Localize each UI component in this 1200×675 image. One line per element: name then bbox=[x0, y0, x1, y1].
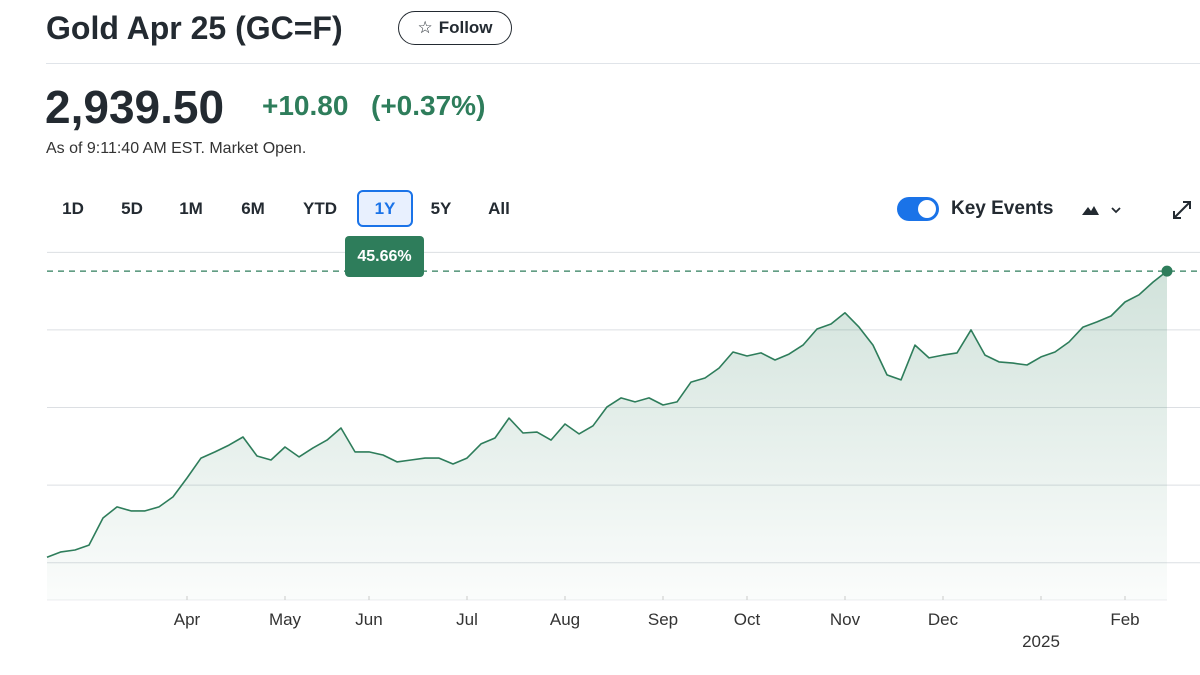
x-tick-label: Jun bbox=[355, 610, 382, 629]
x-tick-label: 2025 bbox=[1022, 632, 1060, 651]
range-button[interactable]: 5D bbox=[121, 198, 143, 218]
range-button[interactable]: YTD bbox=[303, 198, 337, 218]
key-events-toggle[interactable] bbox=[897, 197, 939, 221]
range-button[interactable]: 5Y bbox=[430, 198, 452, 218]
follow-label: Follow bbox=[438, 18, 493, 37]
area bbox=[47, 271, 1167, 600]
x-tick-label: May bbox=[269, 610, 302, 629]
range-button[interactable]: 1Y bbox=[357, 190, 413, 227]
x-tick-label: Feb bbox=[1110, 610, 1139, 629]
x-tick-label: Jul bbox=[456, 610, 478, 629]
range-button[interactable]: 1M bbox=[179, 198, 203, 218]
star-icon: ☆ bbox=[417, 18, 433, 37]
x-tick-label: Sep bbox=[648, 610, 678, 629]
range-button[interactable]: All bbox=[488, 198, 510, 218]
change: +10.80 bbox=[262, 90, 349, 121]
divider bbox=[46, 63, 1200, 64]
change-percent: (+0.37%) bbox=[371, 90, 486, 121]
title: Gold Apr 25 (GC=F) bbox=[46, 10, 343, 46]
key-events-label: Key Events bbox=[951, 198, 1054, 219]
range-button[interactable]: 6M bbox=[241, 198, 265, 218]
x-tick-label: Aug bbox=[550, 610, 580, 629]
x-tick-label: Apr bbox=[174, 610, 201, 629]
x-tick-label: Oct bbox=[734, 610, 761, 629]
range-change: 45.66% bbox=[345, 236, 424, 277]
price-line bbox=[46, 270, 1168, 558]
chart-type-menu[interactable] bbox=[1080, 200, 1130, 220]
as-of: As of 9:11:40 AM EST. Market Open. bbox=[46, 140, 307, 157]
price: 2,939.50 bbox=[45, 81, 225, 133]
range-button[interactable]: 1D bbox=[62, 198, 84, 218]
x-tick-label: Nov bbox=[830, 610, 861, 629]
expand-button[interactable] bbox=[1170, 198, 1194, 222]
x-tick-label: Dec bbox=[928, 610, 959, 629]
follow-button[interactable]: ☆ Follow bbox=[398, 11, 512, 45]
last-point bbox=[1161, 265, 1173, 277]
